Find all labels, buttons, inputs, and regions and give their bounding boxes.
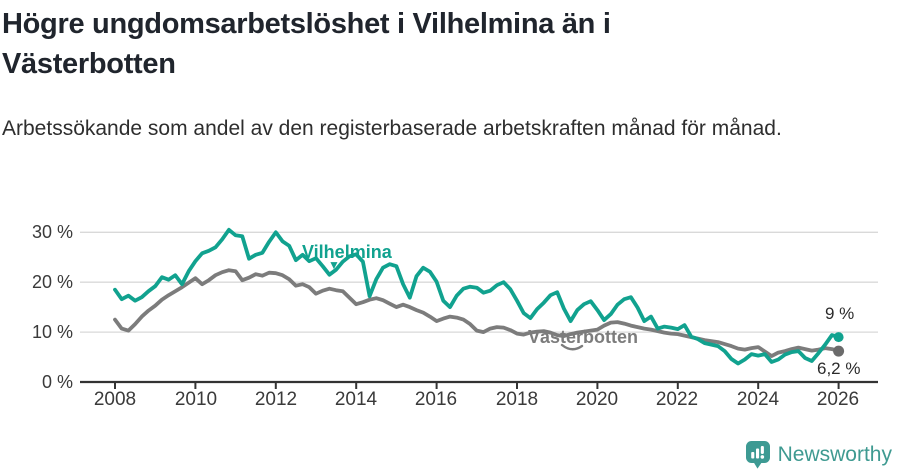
x-tick-label-2008: 2008: [93, 389, 137, 410]
vasterbotten-end-value: 6,2 %: [817, 359, 861, 378]
series-line-västerbotten: [113, 268, 841, 359]
newsworthy-wordmark: Newsworthy: [777, 442, 892, 466]
y-tick-label-0: 0 %: [41, 372, 73, 392]
x-tick-label-2016: 2016: [414, 389, 458, 410]
end-dot-vilhelmina: [833, 332, 844, 343]
vilhelmina-end-value: 9 %: [825, 304, 855, 323]
x-tick-label-2024: 2024: [736, 389, 780, 410]
series-line-vilhelmina: [113, 227, 841, 366]
chart-subtitle: Arbetssökande som andel av den registerb…: [2, 117, 782, 140]
vasterbotten-series-label: Västerbotten: [528, 327, 639, 347]
vasterbotten-pointer-icon: [560, 343, 584, 351]
vilhelmina-pointer-icon: ▼: [328, 258, 340, 272]
page-title: Högre ungdomsarbetslöshet i Vilhelmina ä…: [2, 8, 611, 80]
y-tick-label-30: 30 %: [31, 222, 73, 242]
x-tick-label-2012: 2012: [254, 389, 298, 410]
newsworthy-bubble-chart-icon: [745, 441, 770, 469]
y-tick-label-10: 10 %: [31, 322, 73, 342]
x-tick-label-2014: 2014: [334, 389, 378, 410]
newsworthy-logo[interactable]: Newsworthy: [745, 440, 892, 469]
vilhelmina-series-label: Vilhelmina: [302, 242, 392, 262]
x-tick-label-2020: 2020: [575, 389, 619, 410]
x-tick-label-2010: 2010: [174, 389, 218, 410]
end-dot-västerbotten: [833, 345, 845, 357]
x-tick-label-2018: 2018: [495, 389, 539, 410]
y-tick-label-20: 20 %: [31, 272, 73, 292]
x-tick-label-2022: 2022: [655, 389, 699, 410]
x-tick-label-2026: 2026: [816, 389, 860, 410]
